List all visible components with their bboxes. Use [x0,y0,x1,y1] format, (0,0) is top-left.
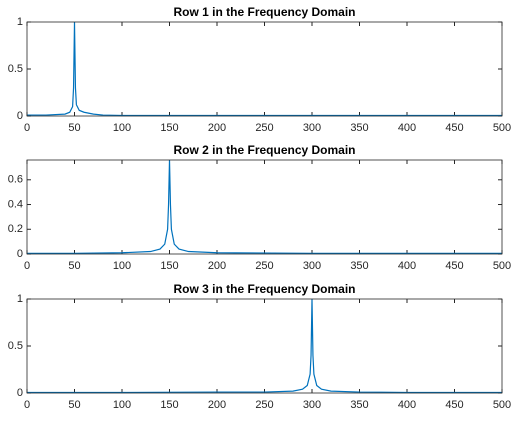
y-tick-label: 0 [17,248,23,260]
x-tick-label: 200 [208,122,226,134]
x-tick-label: 300 [303,122,321,134]
x-tick-label: 500 [493,122,511,134]
y-tick-label: 0.5 [8,63,23,75]
x-tick-label: 450 [445,260,463,272]
x-tick-label: 400 [398,122,416,134]
x-tick-label: 500 [493,260,511,272]
x-tick-label: 350 [350,122,368,134]
x-tick-label: 400 [398,260,416,272]
x-tick-label: 250 [255,399,273,411]
line [27,21,502,117]
x-tick-label: 50 [68,122,80,134]
x-tick-label: 200 [208,260,226,272]
chart-title: Row 1 in the Frequency Domain [173,5,355,19]
x-tick-label: 50 [68,399,80,411]
x-tick-label: 250 [255,122,273,134]
y-tick-label: 0.5 [8,340,23,352]
x-tick-label: 100 [113,260,131,272]
axes-box [26,298,503,394]
x-tick-label: 0 [24,260,30,272]
y-tick-label: 0.6 [8,174,23,186]
y-tick-label: 0 [17,110,23,122]
chart-title: Row 3 in the Frequency Domain [173,282,355,296]
x-tick-label: 500 [493,399,511,411]
x-tick-label: 100 [113,399,131,411]
x-tick-label: 0 [24,399,30,411]
x-tick-label: 350 [350,260,368,272]
x-tick-label: 50 [68,260,80,272]
x-tick-label: 450 [445,122,463,134]
chart-title: Row 2 in the Frequency Domain [173,143,355,157]
y-tick-label: 1 [17,293,23,305]
axes-box [26,159,503,255]
x-tick-label: 450 [445,399,463,411]
x-tick-label: 100 [113,122,131,134]
y-tick-label: 0.2 [8,223,23,235]
y-tick-label: 0 [17,387,23,399]
x-tick-label: 300 [303,260,321,272]
x-tick-label: 200 [208,399,226,411]
y-tick-label: 0.4 [8,198,23,210]
x-tick-label: 300 [303,399,321,411]
x-tick-label: 150 [160,122,178,134]
line [27,159,502,254]
y-tick-label: 1 [17,16,23,28]
x-tick-label: 250 [255,260,273,272]
x-tick-label: 400 [398,399,416,411]
x-tick-label: 350 [350,399,368,411]
line [27,298,502,394]
x-tick-label: 0 [24,122,30,134]
axes-box [26,21,503,117]
x-tick-label: 150 [160,399,178,411]
x-tick-label: 150 [160,260,178,272]
